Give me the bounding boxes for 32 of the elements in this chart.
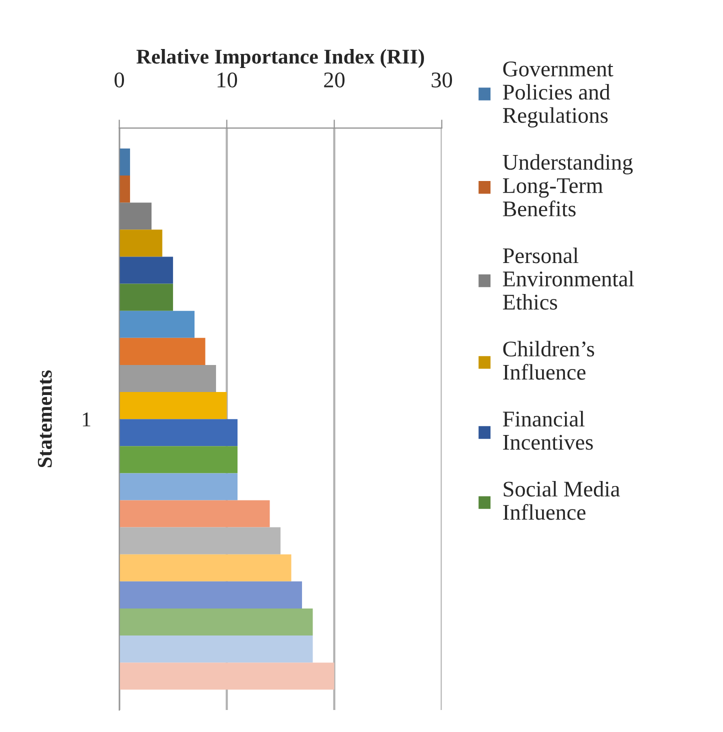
bar (119, 527, 281, 554)
bar (119, 662, 334, 690)
legend-label: Social Media Influence (503, 480, 620, 520)
bar (119, 284, 174, 311)
bar (119, 446, 238, 474)
bar (119, 554, 292, 582)
legend-label: Personal Environmental Ethics (502, 248, 634, 310)
bar (119, 392, 227, 420)
bar (119, 419, 238, 446)
legend-label: Financial Incentives (502, 410, 593, 450)
x-tick-label: 10 (218, 72, 238, 88)
x-tick-label: 30 (432, 72, 452, 88)
legend-label: Understanding Long-Term Benefits (502, 154, 633, 216)
x-axis-title: Relative Importance Index (RII) (136, 49, 424, 68)
x-tick-label: 0 (114, 72, 124, 88)
bar (119, 256, 174, 284)
bar (119, 608, 313, 636)
legend-label: Children’s Influence (503, 340, 594, 380)
bar (119, 176, 130, 203)
bar (119, 230, 162, 257)
y-axis-title: Statements (38, 370, 52, 468)
bar (119, 500, 270, 528)
bar (119, 581, 302, 608)
bar (119, 148, 130, 176)
bar (119, 310, 195, 338)
bar (119, 473, 238, 500)
bar (119, 338, 206, 365)
bar (119, 636, 313, 663)
y-tick-label: 1 (82, 412, 90, 426)
bar (119, 202, 152, 230)
x-tick-label: 20 (324, 72, 345, 88)
legend-label: Government Policies and Regulations (502, 62, 614, 128)
